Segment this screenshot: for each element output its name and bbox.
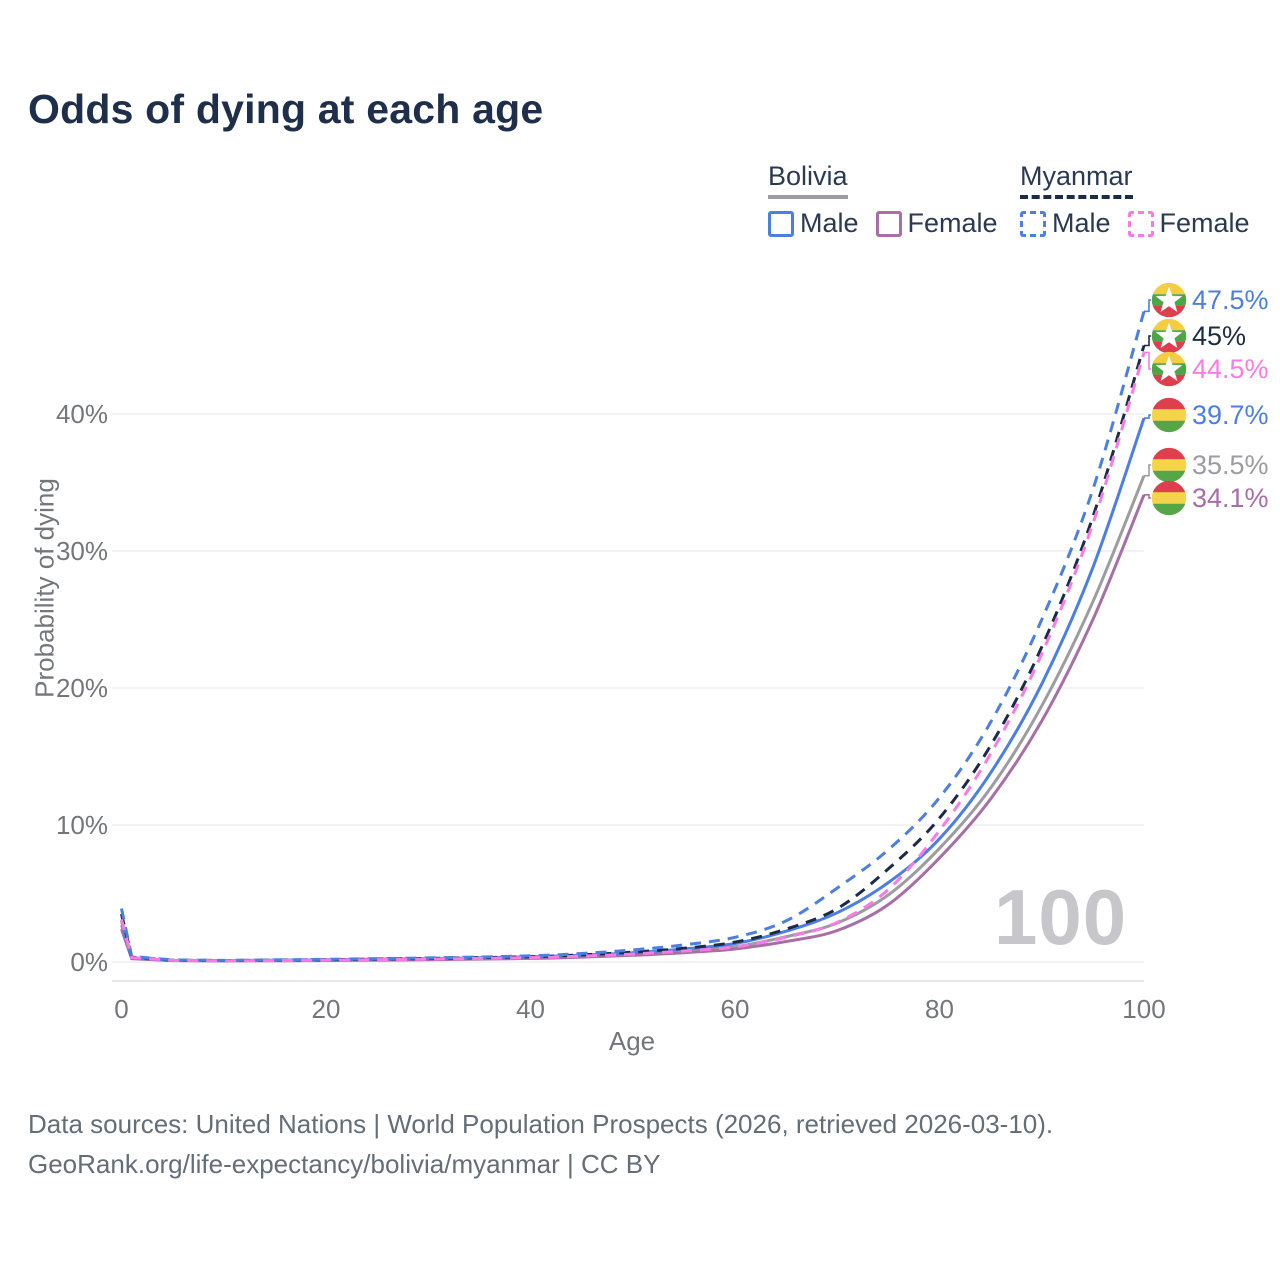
end-connector-bolivia-both-sexes <box>1144 464 1151 477</box>
end-value-label: 44.5% <box>1192 353 1269 384</box>
end-connector-myanmar-female <box>1144 351 1151 370</box>
series-line-bolivia-male[interactable] <box>120 417 1146 963</box>
x-tick-label: 20 <box>311 994 341 1024</box>
y-tick-label: 10% <box>55 810 108 840</box>
end-value-label: 47.5% <box>1192 284 1269 315</box>
legend-label-bolivia-female: Female <box>907 208 998 238</box>
end-value-label: 35.5% <box>1192 449 1269 480</box>
legend-item-bolivia-male[interactable]: Male <box>768 208 859 239</box>
end-connector-bolivia-male <box>1144 414 1151 419</box>
x-tick-label: 40 <box>516 994 545 1024</box>
end-label-row-myanmar-both-sexes: 45% <box>1151 318 1246 354</box>
y-tick-label: 40% <box>55 399 108 429</box>
end-label-row-myanmar-female: 44.5% <box>1151 351 1269 387</box>
legend-swatch-myanmar-male-icon <box>1020 210 1046 237</box>
legend-group-bolivia: Bolivia Male Female <box>768 161 998 239</box>
chart-title: Odds of dying at each age <box>28 86 544 132</box>
series-line-myanmar-male[interactable] <box>120 310 1146 962</box>
end-connector-myanmar-both-sexes <box>1144 335 1151 347</box>
end-label-row-bolivia-both-sexes: 35.5% <box>1151 447 1269 483</box>
series-line-myanmar-both-sexes[interactable] <box>120 345 1146 963</box>
series-line-bolivia-female[interactable] <box>120 494 1146 963</box>
age-watermark: 100 <box>994 873 1128 961</box>
data-source-line: Data sources: United Nations | World Pop… <box>28 1109 1054 1139</box>
legend-item-myanmar-female[interactable]: Female <box>1127 208 1250 239</box>
end-value-label: 45% <box>1192 320 1247 351</box>
x-tick-label: 80 <box>925 994 954 1024</box>
legend-label-bolivia-male: Male <box>800 208 859 238</box>
y-tick-label: 20% <box>55 673 108 703</box>
x-axis-title: Age <box>608 1026 656 1056</box>
attribution-line: GeoRank.org/life-expectancy/bolivia/myan… <box>28 1149 661 1179</box>
flag-icon-bolivia <box>1151 397 1187 433</box>
legend-swatch-bolivia-male-icon <box>768 210 794 237</box>
end-connector-myanmar-male <box>1144 299 1151 313</box>
end-connector-bolivia-female <box>1144 494 1151 499</box>
legend-swatch-bolivia-female-icon <box>875 210 902 237</box>
end-label-row-bolivia-male: 39.7% <box>1151 397 1269 433</box>
end-value-label: 34.1% <box>1192 482 1269 513</box>
flag-icon-myanmar <box>1151 282 1187 318</box>
legend-group-myanmar: Myanmar Male Female <box>1020 161 1250 239</box>
end-value-label: 39.7% <box>1192 399 1269 430</box>
y-tick-label: 0% <box>70 947 108 977</box>
legend-item-bolivia-female[interactable]: Female <box>875 208 998 239</box>
x-tick-label: 100 <box>1122 994 1166 1024</box>
end-label-row-myanmar-male: 47.5% <box>1151 282 1269 318</box>
end-label-row-bolivia-female: 34.1% <box>1151 480 1269 516</box>
flag-icon-bolivia <box>1151 480 1187 516</box>
footer: Data sources: United Nations | World Pop… <box>28 1104 1053 1184</box>
legend-label-myanmar-male: Male <box>1052 208 1111 238</box>
legend-label-myanmar-female: Female <box>1159 208 1250 238</box>
y-axis-title: Probability of dying <box>29 478 60 698</box>
legend-title-bolivia[interactable]: Bolivia <box>768 161 848 199</box>
flag-icon-myanmar <box>1151 318 1187 354</box>
series-line-myanmar-female[interactable] <box>120 351 1146 963</box>
legend-title-myanmar[interactable]: Myanmar <box>1020 161 1133 199</box>
y-tick-label: 30% <box>55 536 108 566</box>
flag-icon-bolivia <box>1151 447 1187 483</box>
flag-icon-myanmar <box>1151 351 1187 387</box>
x-tick-label: 60 <box>720 994 750 1024</box>
series-line-bolivia-both-sexes[interactable] <box>120 475 1146 963</box>
legend-swatch-myanmar-female-icon <box>1127 210 1154 237</box>
x-tick-label: 0 <box>114 994 129 1024</box>
legend-item-myanmar-male[interactable]: Male <box>1020 208 1111 239</box>
